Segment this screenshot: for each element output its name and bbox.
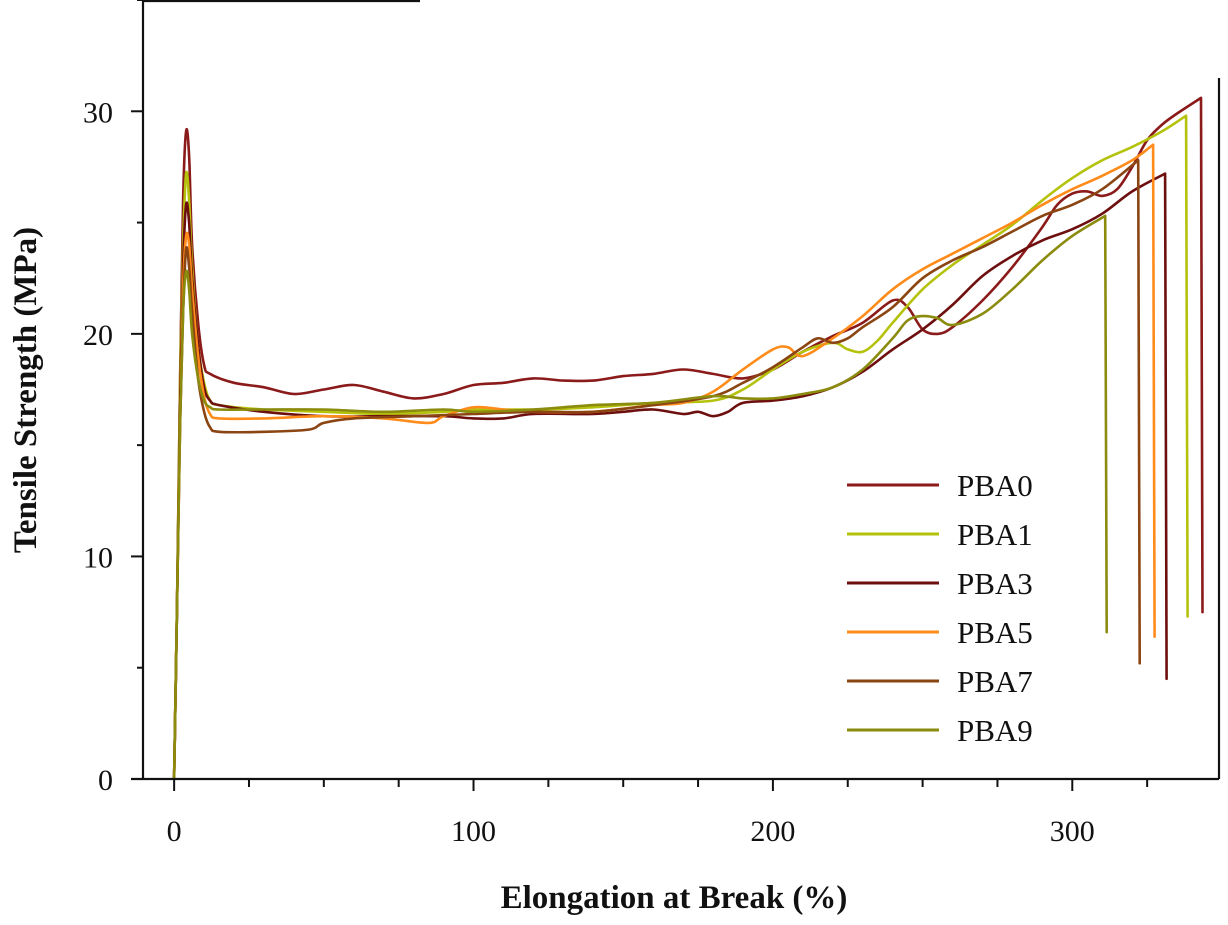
- x-axis-title: Elongation at Break (%): [501, 880, 848, 916]
- legend-label-pba5: PBA5: [957, 615, 1033, 650]
- series-line-pba0: [172, 96, 1204, 781]
- y-tick-label: 0: [98, 764, 113, 797]
- legend-label-pba9: PBA9: [957, 713, 1033, 748]
- legend-label-pba3: PBA3: [957, 566, 1033, 601]
- y-tick-label: 20: [83, 319, 113, 352]
- labels-layer: 0 100 200 300 0 10 20 30: [83, 96, 1095, 848]
- legend: PBA0 PBA1 PBA3 PBA5 PBA7 PBA9: [847, 468, 1033, 748]
- x-tick-label: 0: [167, 815, 182, 848]
- series-line-pba3: [172, 172, 1168, 781]
- series-line-pba7: [172, 159, 1141, 781]
- legend-label-pba7: PBA7: [957, 664, 1033, 699]
- ticks-layer: [131, 0, 1149, 791]
- x-tick-label: 100: [451, 815, 496, 848]
- series-line-pba1: [172, 114, 1189, 781]
- y-axis-title: Tensile Strength (MPa): [8, 227, 44, 553]
- series-line-pba9: [172, 214, 1108, 781]
- x-tick-label: 300: [1050, 815, 1095, 848]
- x-tick-label: 200: [750, 815, 795, 848]
- y-tick-label: 30: [83, 96, 113, 129]
- y-tick-label: 10: [83, 541, 113, 574]
- series-layer: [172, 96, 1204, 781]
- legend-label-pba0: PBA0: [957, 468, 1033, 503]
- legend-label-pba1: PBA1: [957, 517, 1033, 552]
- axes-layer: [131, 0, 1221, 781]
